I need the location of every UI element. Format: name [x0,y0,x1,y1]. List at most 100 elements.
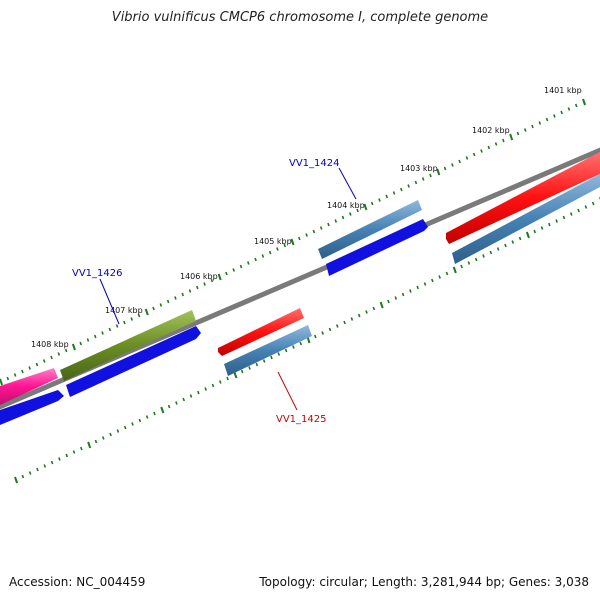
outer-tick [210,278,214,283]
outer-tick [509,133,514,141]
outer-tick [261,254,265,258]
cds-red-right [446,152,600,244]
outer-tick [516,131,520,136]
inner-tick [525,231,530,239]
inner-tick [335,324,339,328]
inner-tick [482,254,485,258]
leader-vv1-1424 [338,167,357,200]
inner-tick [350,317,354,321]
outer-tick [108,327,112,332]
outer-tick [159,303,163,307]
outer-tick [217,273,222,281]
inner-tick [87,441,92,449]
inner-tick [555,219,558,223]
outer-tick [341,215,345,220]
inner-tick [372,306,376,311]
inner-tick [28,471,32,475]
inner-tick [379,301,384,309]
outer-tick [370,201,374,206]
inner-tick-marks [14,197,600,484]
inner-tick [211,383,215,388]
gene-label-vv1-1424[interactable]: VV1_1424 [289,158,340,169]
outer-tick [254,257,257,262]
gene-label-vv1-1425[interactable]: VV1_1425 [276,414,327,425]
outer-tick [93,334,97,339]
genome-summary-text: Topology: circular; Length: 3,281,944 bp… [259,575,589,589]
inner-tick [123,425,127,430]
outer-tick [232,268,236,272]
inner-tick [145,415,149,419]
inner-tick [431,278,434,283]
cds-steel-vv1-1424 [318,200,422,259]
inner-tick [306,336,311,344]
kbp-label-1402: 1402 kbp [472,126,510,135]
inner-tick [43,464,47,468]
outer-tick [538,121,542,125]
inner-tick [204,387,207,391]
outer-tick [356,208,359,213]
outer-tick [203,282,206,286]
outer-tick [421,177,425,181]
outer-tick [115,324,119,328]
outer-tick [567,107,571,111]
inner-tick [58,457,61,461]
inner-tick [167,404,171,409]
inner-tick [292,345,295,349]
inner-tick [218,380,222,384]
inner-tick [496,247,500,251]
outer-tick [392,191,396,195]
outer-tick [0,378,4,386]
inner-tick [270,355,273,360]
outer-tick [188,289,192,293]
outer-tick [276,247,279,251]
inner-tick [240,369,244,374]
inner-tick [226,376,229,381]
inner-tick [116,429,120,433]
inner-tick [255,362,259,367]
inner-tick [591,201,595,206]
cds-steel-right [452,174,600,264]
inner-tick [474,257,478,262]
outer-tick [283,243,287,248]
inner-tick [138,418,142,423]
inner-tick [153,411,156,416]
outer-tick [42,359,46,363]
gene-label-vv1-1426[interactable]: VV1_1426 [72,268,123,279]
inner-tick [569,212,573,216]
inner-tick [182,397,185,402]
kbp-label-1403: 1403 kbp [400,164,438,173]
outer-tick [465,156,469,160]
inner-tick [109,432,112,437]
outer-tick [502,138,505,143]
outer-tick [436,168,441,176]
inner-tick [452,266,457,274]
outer-tick [327,222,330,227]
inner-tick [233,371,238,379]
inner-tick [72,450,76,454]
outer-tick [312,229,316,234]
outer-tick [79,341,82,346]
outer-tick [290,238,295,246]
outer-tick [414,180,418,185]
kbp-label-1406: 1406 kbp [180,272,218,281]
map-title: Vibrio vulnificus CMCP6 chromosome I, co… [111,10,489,25]
outer-tick [144,308,149,316]
outer-tick [181,292,184,297]
outer-tick [363,203,368,211]
kbp-label-1405: 1405 kbp [254,237,292,246]
kbp-label-1404: 1404 kbp [327,201,365,210]
outer-tick [64,348,68,353]
cds-blue-far-left [0,390,64,425]
inner-tick [284,348,288,353]
inner-tick [321,331,324,335]
inner-tick [299,341,302,346]
outer-tick [166,299,170,304]
inner-tick [21,474,25,479]
inner-tick [65,453,68,458]
inner-tick [409,289,412,293]
inner-tick [80,446,83,451]
inner-tick [101,436,105,440]
cds-red-vv1-1425 [218,308,304,356]
outer-tick [298,236,301,241]
